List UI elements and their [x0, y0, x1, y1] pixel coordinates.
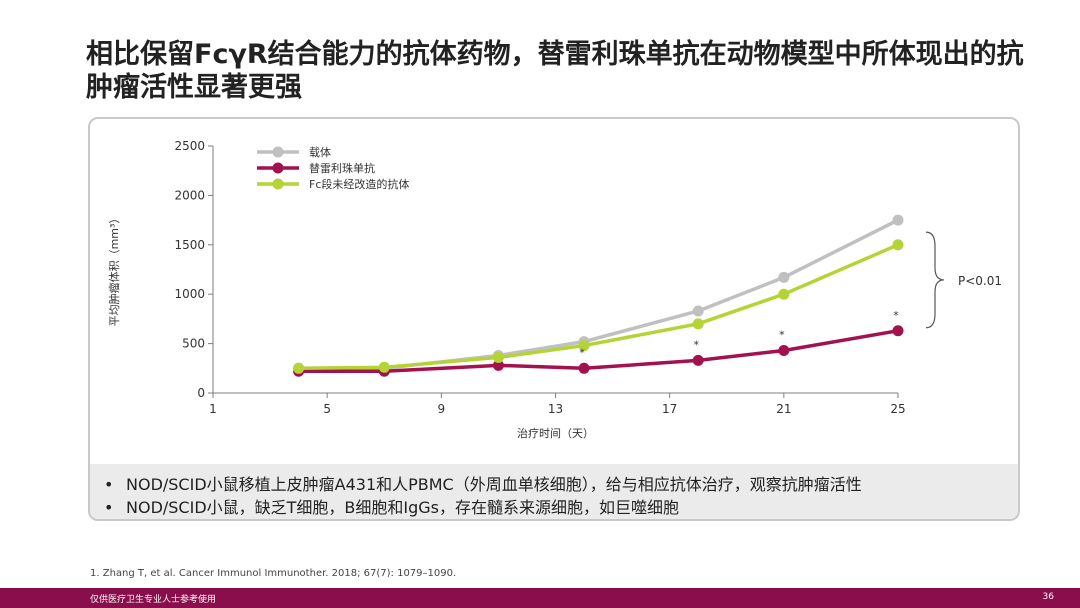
- y-tick-label: 1000: [174, 287, 205, 301]
- significance-asterisk: *: [579, 346, 585, 359]
- x-tick-label: 21: [776, 402, 791, 416]
- legend-label: 载体: [309, 145, 331, 159]
- p-value-annotation: P<0.01: [958, 274, 1002, 288]
- footer-bar: 仅供医疗卫生专业人士参考使用 36: [0, 588, 1080, 608]
- page-title: 相比保留FcγR结合能力的抗体药物，替雷利珠单抗在动物模型中所体现出的抗肿瘤活性…: [86, 39, 1024, 103]
- y-tick-label: 2500: [174, 139, 205, 153]
- legend-swatch-marker: [272, 162, 284, 174]
- bullet-text: NOD/SCID小鼠，缺乏T细胞，B细胞和IgGs，存在髓系来源细胞，如巨噬细胞: [126, 498, 680, 517]
- data-point-series-3: [293, 362, 305, 374]
- data-point-series-2: [578, 362, 590, 374]
- x-tick-label: 5: [323, 402, 331, 416]
- legend-label: Fc段未经改造的抗体: [309, 177, 409, 191]
- y-tick-label: 500: [182, 337, 205, 351]
- bullet-item: • NOD/SCID小鼠，缺乏T细胞，B细胞和IgGs，存在髓系来源细胞，如巨噬细…: [104, 494, 679, 518]
- significance-asterisk: *: [893, 309, 899, 322]
- data-point-series-3: [578, 340, 590, 352]
- x-tick-label: 25: [890, 402, 905, 416]
- y-tick-label: 0: [197, 386, 205, 400]
- x-tick-label: 9: [438, 402, 446, 416]
- data-point-series-1: [692, 305, 704, 317]
- data-point-series-2: [892, 325, 904, 337]
- bullet-list: • NOD/SCID小鼠移植上皮肿瘤A431和人PBMC（外周血单核细胞），给与相…: [90, 464, 1018, 519]
- data-point-series-2: [692, 354, 704, 366]
- y-tick-label: 1500: [174, 238, 205, 252]
- legend-label: 替雷利珠单抗: [309, 161, 375, 175]
- x-tick-label: 17: [662, 402, 677, 416]
- significance-brace: [925, 231, 945, 329]
- data-point-series-3: [778, 288, 790, 300]
- y-tick-label: 2000: [174, 188, 205, 202]
- bullet-item: • NOD/SCID小鼠移植上皮肿瘤A431和人PBMC（外周血单核细胞），给与相…: [104, 471, 862, 495]
- data-point-series-1: [892, 214, 904, 226]
- x-tick-label: 13: [548, 402, 563, 416]
- footer-disclaimer: 仅供医疗卫生专业人士参考使用: [90, 595, 217, 605]
- legend-swatch-marker: [272, 146, 284, 158]
- data-point-series-3: [492, 351, 504, 363]
- bullet-dot: •: [104, 475, 114, 494]
- reference-citation: 1. Zhang T, et al. Cancer Immunol Immuno…: [90, 568, 457, 579]
- data-point-series-2: [778, 345, 790, 357]
- bullet-dot: •: [104, 498, 114, 517]
- bullet-text: NOD/SCID小鼠移植上皮肿瘤A431和人PBMC（外周血单核细胞），给与相应…: [126, 475, 862, 494]
- page-number: 36: [1042, 592, 1054, 602]
- x-axis-title: 治疗时间（天）: [517, 426, 594, 440]
- y-axis-title: 平均肿瘤体积（mm³）: [107, 213, 121, 327]
- data-point-series-1: [778, 271, 790, 283]
- data-point-series-3: [892, 239, 904, 251]
- tumor-volume-line-chart: 0 500 1000 1500 2000 2500 1 5 9 13 17 21 25 治疗时间（天） 平均…: [107, 139, 1002, 440]
- data-point-series-3: [378, 361, 390, 373]
- legend-swatch-marker: [272, 178, 284, 190]
- significance-asterisk: *: [779, 329, 785, 342]
- significance-asterisk: *: [693, 338, 699, 351]
- x-tick-label: 1: [209, 402, 217, 416]
- data-point-series-2: [492, 359, 504, 371]
- data-point-series-3: [692, 318, 704, 330]
- chart-panel: 0 500 1000 1500 2000 2500 1 5 9 13 17 21 25 治疗时间（天） 平均…: [88, 117, 1020, 521]
